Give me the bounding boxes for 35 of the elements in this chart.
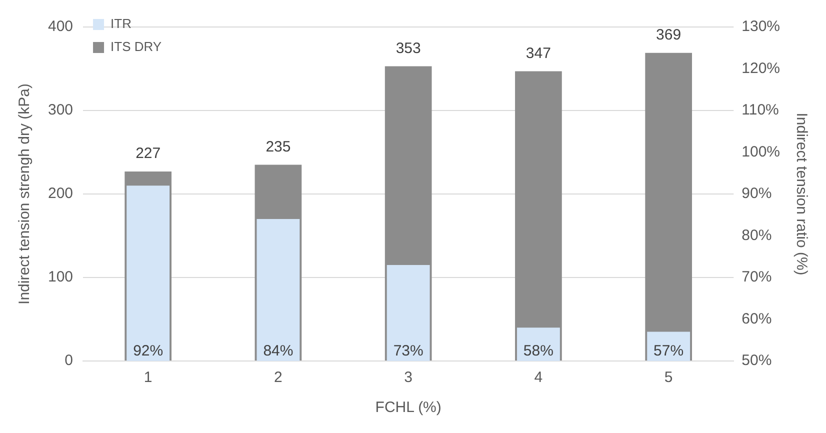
y2-tick-label: 90% bbox=[742, 185, 772, 202]
y2-tick-label: 80% bbox=[742, 226, 772, 244]
data-label: 353 bbox=[396, 40, 421, 57]
y2-tick-label: 50% bbox=[742, 352, 772, 370]
x-tick-label: 5 bbox=[664, 369, 673, 386]
y-axis-title: Indirect tension strengh dry (kPa) bbox=[16, 84, 34, 304]
data-label: 57% bbox=[654, 342, 684, 360]
y2-tick-label: 60% bbox=[742, 310, 772, 328]
x-tick-label: 3 bbox=[404, 369, 413, 386]
x-tick-label: 4 bbox=[534, 369, 543, 386]
y2-tick-label: 120% bbox=[742, 60, 780, 77]
legend-label: ITR bbox=[110, 16, 132, 32]
data-label: 73% bbox=[393, 342, 424, 360]
data-label: 227 bbox=[136, 145, 161, 162]
x-tick-label: 2 bbox=[274, 369, 282, 386]
y-tick-label: 200 bbox=[48, 185, 74, 202]
bar bbox=[645, 52, 692, 360]
y2-axis-title: Indirect tension ratio (%) bbox=[792, 112, 810, 276]
y-tick-label: 300 bbox=[48, 102, 74, 119]
data-label: 84% bbox=[263, 342, 294, 360]
data-label: 347 bbox=[526, 44, 551, 62]
x-axis-title: FCHL (%) bbox=[375, 399, 442, 416]
data-label: 92% bbox=[133, 342, 164, 360]
y2-tick-label: 70% bbox=[742, 268, 772, 286]
y-tick-label: 0 bbox=[64, 352, 74, 370]
y2-tick-label: 110% bbox=[742, 102, 779, 119]
y2-tick-label: 100% bbox=[742, 143, 780, 160]
y-tick-label: 100 bbox=[48, 268, 74, 286]
legend-label: ITS DRY bbox=[110, 39, 162, 54]
data-label: 58% bbox=[523, 342, 554, 360]
y2-tick-label: 130% bbox=[742, 18, 780, 36]
data-label: 235 bbox=[266, 138, 291, 156]
y-tick-label: 400 bbox=[48, 18, 74, 36]
data-label: 369 bbox=[656, 26, 682, 44]
x-tick-label: 1 bbox=[144, 369, 152, 386]
